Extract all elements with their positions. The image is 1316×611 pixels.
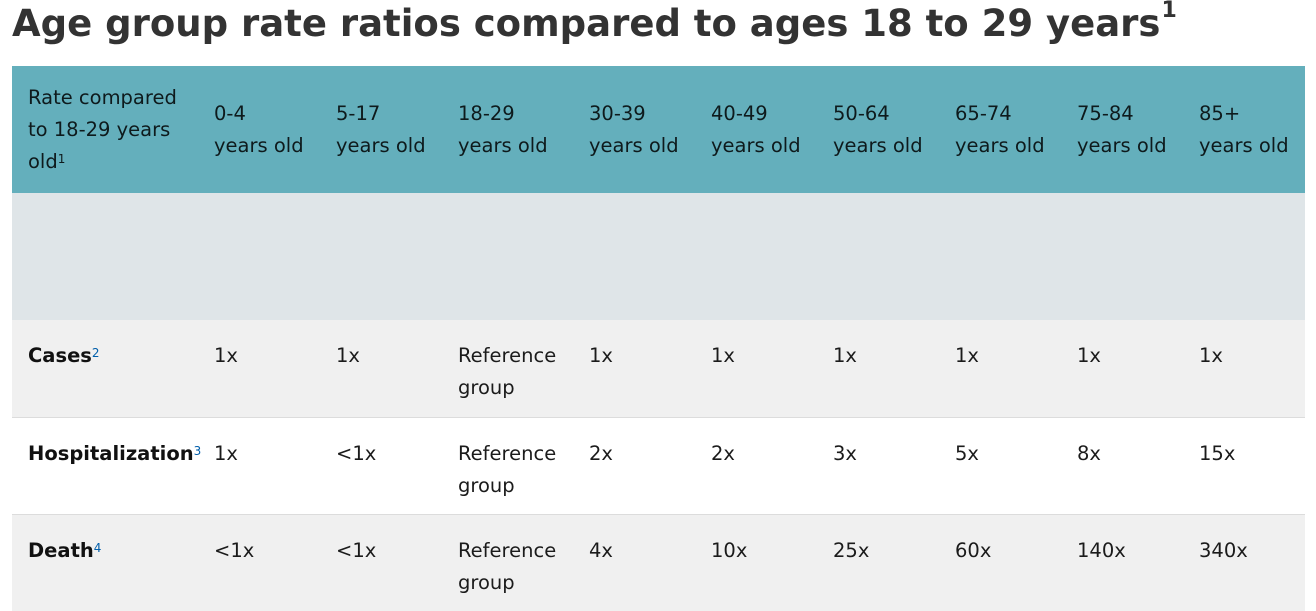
header-separator-cell: [12, 193, 1305, 320]
table-cell: <1x: [198, 513, 320, 611]
reference-group-line: group: [458, 570, 515, 594]
row-footnote-link[interactable]: 2: [91, 346, 100, 360]
page-title: Age group rate ratios compared to ages 1…: [12, 0, 1177, 45]
table-cell: 60x: [939, 513, 1061, 611]
column-header-0-4: 0-4 years old: [198, 66, 320, 193]
row-label-cell: Cases2: [12, 320, 198, 417]
column-header-50-64: 50-64 years old: [817, 66, 939, 193]
corner-header-line: to 18-29 years: [28, 117, 171, 141]
table-cell: 25x: [817, 513, 939, 611]
table-cell: 1x: [1199, 344, 1223, 367]
column-header-unit: years old: [458, 133, 548, 157]
table-cell: <1x: [320, 416, 442, 514]
table-cell: 1x: [589, 344, 613, 367]
table-cell: 1x: [336, 344, 360, 367]
column-header-unit: years old: [1199, 133, 1289, 157]
table-cell: 340x: [1183, 513, 1305, 611]
column-header-unit: years old: [336, 133, 426, 157]
table-cell: 1x: [711, 344, 735, 367]
column-header-30-39: 30-39 years old: [573, 66, 695, 193]
row-footnote-link[interactable]: 3: [193, 443, 202, 458]
table-row-cases: Cases2 1x 1x Reference group 1x 1x 1x 1x…: [12, 320, 1305, 417]
table-cell: 3x: [817, 416, 939, 514]
reference-group-line: group: [458, 473, 515, 497]
reference-group-cell: Reference group: [442, 513, 573, 611]
corner-header-line: Rate compared: [28, 85, 177, 109]
column-header-unit: years old: [711, 133, 801, 157]
table-cell: 5x: [939, 416, 1061, 514]
column-header-40-49: 40-49 years old: [695, 66, 817, 193]
column-header-5-17: 5-17 years old: [320, 66, 442, 193]
title-footnote-link[interactable]: 1: [1161, 0, 1177, 23]
reference-group-cell: Reference group: [442, 320, 573, 417]
corner-header-text: old: [28, 149, 58, 173]
table-body: Cases2 1x 1x Reference group 1x 1x 1x 1x…: [12, 320, 1305, 611]
row-label: Death: [28, 538, 94, 562]
table-cell: 2x: [573, 416, 695, 514]
table-cell: <1x: [320, 513, 442, 611]
header-row: Rate compared to 18-29 years old1 0-4 ye…: [12, 66, 1305, 193]
column-header-75-84: 75-84 years old: [1061, 66, 1183, 193]
column-header-unit: years old: [589, 133, 679, 157]
table-cell: 1x: [1077, 344, 1101, 367]
column-header-65-74: 65-74 years old: [939, 66, 1061, 193]
column-header-18-29: 18-29 years old: [442, 66, 573, 193]
column-header-range: 30-39: [589, 101, 646, 125]
row-footnote-link[interactable]: 4: [93, 540, 102, 555]
column-header-range: 50-64: [833, 101, 890, 125]
column-header-range: 18-29: [458, 101, 515, 125]
reference-group-line: Reference: [458, 441, 557, 465]
column-header-85-plus: 85+ years old: [1183, 66, 1305, 193]
column-header-unit: years old: [1077, 133, 1167, 157]
table-cell: 15x: [1183, 416, 1305, 514]
row-label-cell: Hospitalization3: [12, 416, 201, 514]
row-label-cell: Death4: [12, 513, 198, 611]
table-cell: 8x: [1061, 416, 1183, 514]
table-row-death: Death4 <1x <1x Reference group 4x 10x 25…: [12, 513, 1305, 611]
table-cell: 10x: [695, 513, 817, 611]
page-title-text: Age group rate ratios compared to ages 1…: [12, 2, 1161, 45]
column-header-unit: years old: [214, 133, 304, 157]
header-separator: [12, 193, 1305, 320]
table-header: Rate compared to 18-29 years old1 0-4 ye…: [12, 66, 1305, 320]
row-label: Hospitalization: [28, 441, 194, 465]
table-cell: 1x: [214, 344, 238, 367]
table-cell: 1x: [198, 416, 320, 514]
column-header-unit: years old: [833, 133, 923, 157]
column-header-range: 5-17: [336, 101, 381, 125]
column-header-unit: years old: [955, 133, 1045, 157]
table-cell: 1x: [833, 344, 857, 367]
column-header-range: 0-4: [214, 101, 246, 125]
corner-header-cell: Rate compared to 18-29 years old1: [12, 66, 198, 193]
table-cell: 2x: [695, 416, 817, 514]
table-cell: 4x: [573, 513, 695, 611]
reference-group-line: Reference: [458, 538, 557, 562]
table-cell: 140x: [1061, 513, 1183, 611]
rate-ratio-table: Rate compared to 18-29 years old1 0-4 ye…: [12, 66, 1305, 611]
column-header-range: 40-49: [711, 101, 768, 125]
column-header-range: 75-84: [1077, 101, 1134, 125]
corner-footnote-link[interactable]: 1: [57, 151, 66, 166]
column-header-range: 85+: [1199, 101, 1241, 125]
table-row-hospitalization: Hospitalization3 1x <1x Reference group …: [12, 416, 1305, 514]
reference-group-cell: Reference group: [442, 416, 573, 514]
column-header-range: 65-74: [955, 101, 1012, 125]
table-cell: 1x: [955, 344, 979, 367]
row-label: Cases: [28, 344, 92, 367]
corner-header-line: old1: [28, 146, 198, 178]
reference-group-line: group: [458, 376, 515, 399]
reference-group-line: Reference: [458, 344, 557, 367]
